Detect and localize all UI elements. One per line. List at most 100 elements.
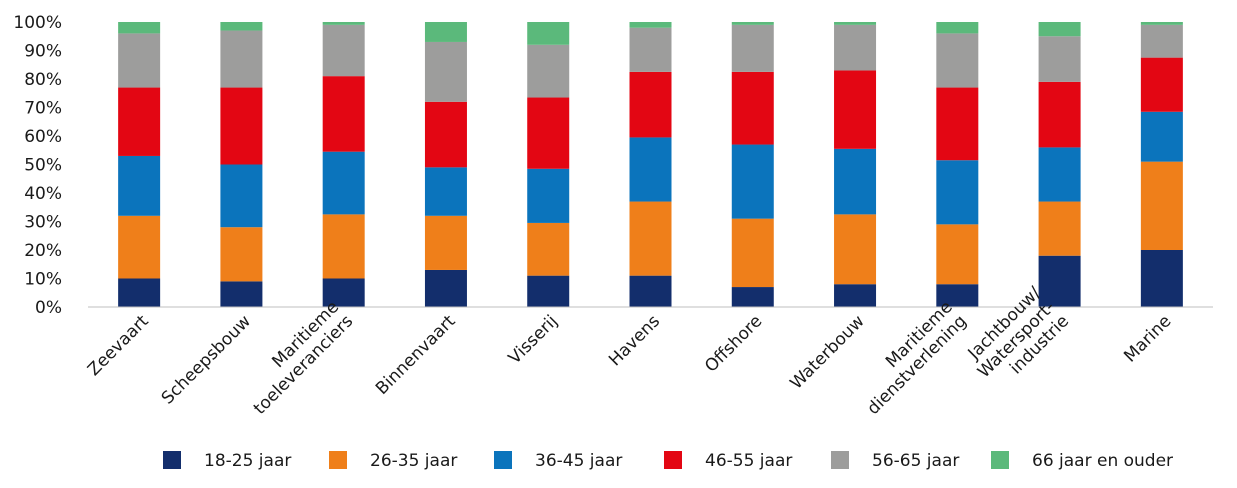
bar-segment: [118, 278, 161, 307]
bar-segment: [322, 151, 365, 215]
bar-segment: [629, 22, 672, 28]
bars: [118, 22, 1183, 307]
legend-label: 36-45 jaar: [535, 451, 622, 471]
bar-segment: [936, 22, 979, 34]
y-tick-label: 30%: [24, 213, 62, 233]
bar-segment: [322, 76, 365, 152]
legend-item: 46-55 jaar: [664, 451, 792, 471]
y-tick-label: 60%: [24, 127, 62, 147]
x-tick-label: Scheepsbouw: [158, 311, 255, 408]
bar-segment: [629, 201, 672, 276]
bar-segment: [220, 281, 263, 307]
bar-segment: [1140, 111, 1183, 162]
bar-segment: [731, 24, 774, 72]
y-tick-label: 40%: [24, 184, 62, 204]
bar-segment: [629, 27, 672, 72]
legend-swatch: [664, 451, 682, 469]
bar-segment: [629, 71, 672, 138]
bar-segment: [731, 22, 774, 25]
bar-segment: [1038, 201, 1081, 256]
bar-segment: [527, 222, 570, 276]
x-tick-label: Maritiemetoeleveranciers: [236, 297, 358, 419]
legend-label: 66 jaar en ouder: [1032, 451, 1173, 471]
bar-segment: [118, 155, 161, 216]
bar-segment: [1038, 22, 1081, 37]
y-tick-label: 80%: [24, 70, 62, 90]
y-tick-label: 20%: [24, 241, 62, 261]
bar-segment: [834, 22, 877, 25]
bar-stack: [118, 22, 161, 307]
bar-segment: [731, 71, 774, 145]
y-tick-label: 0%: [35, 298, 62, 318]
bar-stack: [834, 22, 877, 307]
bar-segment: [220, 30, 263, 88]
bar-segment: [1140, 24, 1183, 58]
legend: 18-25 jaar 26-35 jaar 36-45 jaar 46-55 jaar…: [163, 451, 1173, 471]
bar-segment: [731, 287, 774, 307]
bar-segment: [220, 227, 263, 282]
legend-item: 66 jaar en ouder: [991, 451, 1173, 471]
bar-segment: [629, 137, 672, 202]
bar-segment: [1038, 81, 1081, 148]
legend-swatch: [831, 451, 849, 469]
legend-item: 36-45 jaar: [494, 451, 622, 471]
bar-segment: [527, 97, 570, 169]
bar-segment: [118, 87, 161, 156]
bar-segment: [936, 284, 979, 307]
bar-segment: [424, 167, 467, 216]
bar-stack: [629, 22, 672, 307]
bar-segment: [527, 168, 570, 223]
bar-segment: [936, 33, 979, 88]
bar-stack: [1140, 22, 1183, 307]
bar-stack: [220, 22, 263, 307]
bar-segment: [220, 22, 263, 31]
bar-stack: [424, 22, 467, 307]
bar-segment: [322, 278, 365, 307]
bar-segment: [834, 214, 877, 285]
bar-segment: [527, 44, 570, 98]
bar-stack: [1038, 22, 1081, 307]
legend-label: 26-35 jaar: [370, 451, 457, 471]
x-tick-label: Maritiemedienstverlening: [849, 297, 971, 419]
bar-segment: [220, 87, 263, 165]
y-tick-label: 100%: [13, 13, 62, 33]
y-tick-label: 90%: [24, 42, 62, 62]
bar-segment: [731, 218, 774, 288]
bar-segment: [834, 24, 877, 71]
y-tick-label: 70%: [24, 99, 62, 119]
bar-segment: [118, 22, 161, 34]
legend-item: 18-25 jaar: [163, 451, 291, 471]
legend-swatch: [163, 451, 181, 469]
bar-stack: [322, 22, 365, 307]
bar-segment: [424, 215, 467, 270]
x-tick-label: Marine: [1120, 311, 1175, 366]
x-tick-label: Binnenvaart: [372, 311, 460, 399]
legend-swatch: [991, 451, 1009, 469]
bar-segment: [527, 275, 570, 307]
y-tick-label: 50%: [24, 156, 62, 176]
x-tick-label: Waterbouw: [786, 311, 868, 393]
legend-item: 26-35 jaar: [329, 451, 457, 471]
x-tick-label: Zeevaart: [84, 311, 153, 380]
bar-segment: [118, 215, 161, 279]
bar-stack: [731, 22, 774, 307]
bar-segment: [424, 269, 467, 307]
bar-segment: [834, 148, 877, 215]
bar-segment: [424, 22, 467, 42]
bar-segment: [322, 214, 365, 279]
bar-segment: [322, 22, 365, 25]
bar-segment: [424, 41, 467, 102]
legend-swatch: [329, 451, 347, 469]
bar-segment: [1140, 250, 1183, 307]
legend-label: 18-25 jaar: [204, 451, 291, 471]
bar-segment: [322, 24, 365, 77]
bar-segment: [629, 275, 672, 307]
legend-label: 46-55 jaar: [705, 451, 792, 471]
bar-segment: [936, 160, 979, 225]
legend-item: 56-65 jaar: [831, 451, 959, 471]
bar-segment: [1038, 255, 1081, 307]
bar-segment: [1140, 57, 1183, 112]
y-axis-tick-labels: 0% 10% 20% 30% 40% 50% 60% 70% 80% 90% 100%: [13, 13, 62, 318]
